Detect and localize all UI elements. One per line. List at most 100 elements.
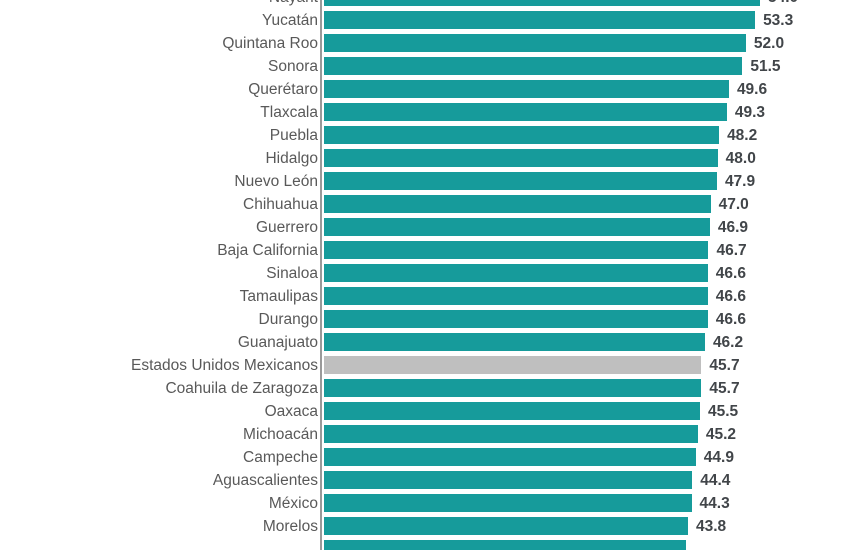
bar-track bbox=[324, 172, 717, 190]
value-label: 46.6 bbox=[715, 311, 746, 328]
value-label: 44.9 bbox=[703, 449, 734, 466]
bar-track bbox=[324, 425, 698, 443]
bar-row: Estados Unidos Mexicanos 45.7 bbox=[0, 354, 850, 377]
value-label: 48.0 bbox=[725, 150, 756, 167]
bar-row: México 44.3 bbox=[0, 492, 850, 515]
category-label: Durango bbox=[258, 311, 318, 328]
bar-track bbox=[324, 287, 708, 305]
bar[interactable] bbox=[324, 425, 698, 443]
bar[interactable] bbox=[324, 103, 727, 121]
bar-row: Yucatán 53.3 bbox=[0, 9, 850, 32]
value-label: 48.2 bbox=[727, 127, 758, 144]
bar-track bbox=[324, 80, 729, 98]
value-label: 51.5 bbox=[750, 58, 781, 75]
bar[interactable] bbox=[324, 57, 743, 75]
bar[interactable] bbox=[324, 195, 711, 213]
bar-row: Tlaxcala 49.3 bbox=[0, 101, 850, 124]
category-label: Guerrero bbox=[255, 219, 318, 236]
bar-highlight[interactable] bbox=[324, 356, 702, 374]
bar-track bbox=[324, 149, 718, 167]
bar[interactable] bbox=[324, 448, 696, 466]
bar[interactable] bbox=[324, 287, 708, 305]
bar-track bbox=[324, 11, 756, 29]
category-label: Campeche bbox=[243, 449, 318, 466]
bar[interactable] bbox=[324, 494, 692, 512]
bar-track bbox=[324, 195, 711, 213]
bar-row: Guerrero 46.9 bbox=[0, 216, 850, 239]
value-label: 47.9 bbox=[724, 173, 756, 190]
bar[interactable] bbox=[324, 241, 709, 259]
category-label: Michoacán bbox=[243, 426, 318, 443]
bar-row: Nuevo León 47.9 bbox=[0, 170, 850, 193]
bar-track bbox=[324, 494, 692, 512]
category-label: Tamaulipas bbox=[239, 288, 318, 305]
bar-track bbox=[324, 517, 688, 535]
category-label: Coahuila de Zaragoza bbox=[165, 380, 318, 397]
bar-row: Hidalgo 48.0 bbox=[0, 147, 850, 170]
value-label: 45.7 bbox=[709, 380, 740, 397]
bar-row: Oaxaca 45.5 bbox=[0, 400, 850, 423]
bar[interactable] bbox=[324, 264, 708, 282]
bar-row: Nayarit 54.0 bbox=[0, 0, 850, 9]
bar-track bbox=[324, 379, 702, 397]
category-label: Hidalgo bbox=[265, 150, 318, 167]
category-label: Quintana Roo bbox=[222, 35, 318, 52]
bar-row: Quintana Roo 52.0 bbox=[0, 32, 850, 55]
category-axis-line bbox=[320, 0, 322, 550]
category-label: Aguascalientes bbox=[212, 472, 318, 489]
value-label: 49.6 bbox=[736, 81, 768, 98]
value-label: 53.3 bbox=[763, 12, 794, 29]
category-label: Morelos bbox=[262, 518, 318, 535]
bar-track bbox=[324, 264, 708, 282]
bar[interactable] bbox=[324, 333, 705, 351]
bar[interactable] bbox=[324, 218, 710, 236]
bar-track bbox=[324, 471, 693, 489]
bar-row: Sinaloa 46.6 bbox=[0, 262, 850, 285]
bar[interactable] bbox=[324, 126, 720, 144]
bar-track bbox=[324, 402, 700, 420]
bar[interactable] bbox=[324, 172, 717, 190]
category-label: Chihuahua bbox=[243, 196, 318, 213]
value-label: 45.2 bbox=[705, 426, 737, 443]
bar[interactable] bbox=[324, 379, 702, 397]
bar-row: Michoacán 45.2 bbox=[0, 423, 850, 446]
category-label: Querétaro bbox=[248, 81, 318, 98]
value-label: 46.7 bbox=[716, 242, 747, 259]
bar-track bbox=[324, 34, 746, 52]
bar-track bbox=[324, 57, 743, 75]
bar-row: Durango 46.6 bbox=[0, 308, 850, 331]
value-label: 52.0 bbox=[753, 35, 785, 52]
bar[interactable] bbox=[324, 11, 756, 29]
bar-row bbox=[0, 538, 850, 550]
bar-track bbox=[324, 0, 760, 6]
bar-row: Aguascalientes 44.4 bbox=[0, 469, 850, 492]
bar[interactable] bbox=[324, 402, 700, 420]
bar-row: Baja California 46.7 bbox=[0, 239, 850, 262]
value-label: 44.4 bbox=[700, 472, 731, 489]
bar-row: Puebla 48.2 bbox=[0, 124, 850, 147]
bar-track bbox=[324, 103, 727, 121]
value-label: 47.0 bbox=[718, 196, 749, 213]
bar[interactable] bbox=[324, 0, 760, 6]
bar[interactable] bbox=[324, 149, 718, 167]
bar[interactable] bbox=[324, 80, 729, 98]
bar[interactable] bbox=[324, 471, 693, 489]
value-label: 54.0 bbox=[768, 0, 798, 9]
bar-row: Tamaulipas 46.6 bbox=[0, 285, 850, 308]
category-label: Yucatán bbox=[261, 12, 318, 29]
value-label: 45.7 bbox=[709, 357, 740, 374]
bar-track bbox=[324, 241, 709, 259]
bar[interactable] bbox=[324, 34, 746, 52]
bar-row: Querétaro 49.6 bbox=[0, 78, 850, 101]
bar[interactable] bbox=[324, 310, 708, 328]
category-label: Oaxaca bbox=[264, 403, 318, 420]
bar[interactable] bbox=[324, 540, 686, 550]
category-label: Guanajuato bbox=[237, 334, 318, 351]
bar-track bbox=[324, 126, 720, 144]
bar[interactable] bbox=[324, 517, 688, 535]
bar-track bbox=[324, 356, 702, 374]
category-label: Sonora bbox=[268, 58, 318, 75]
value-label: 44.3 bbox=[699, 495, 730, 512]
bar-track bbox=[324, 333, 705, 351]
